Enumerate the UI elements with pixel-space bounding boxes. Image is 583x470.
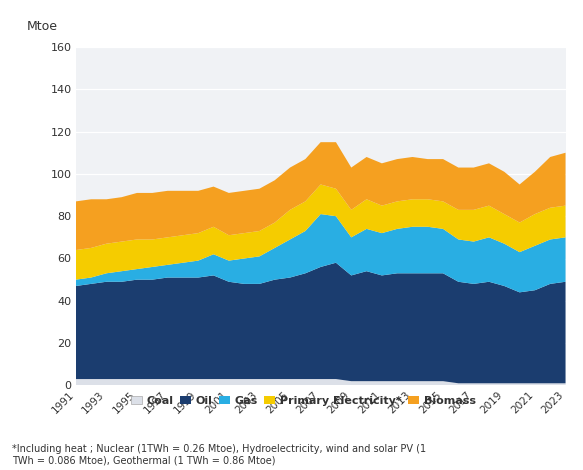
Legend: Coal, Oil, Gas, Primary Electricity*, Biomass: Coal, Oil, Gas, Primary Electricity*, Bi… — [126, 392, 480, 410]
Text: *Including heat ; Nuclear (1TWh = 0.26 Mtoe), Hydroelectricity, wind and solar P: *Including heat ; Nuclear (1TWh = 0.26 M… — [12, 444, 426, 465]
Text: Mtoe: Mtoe — [27, 21, 58, 33]
